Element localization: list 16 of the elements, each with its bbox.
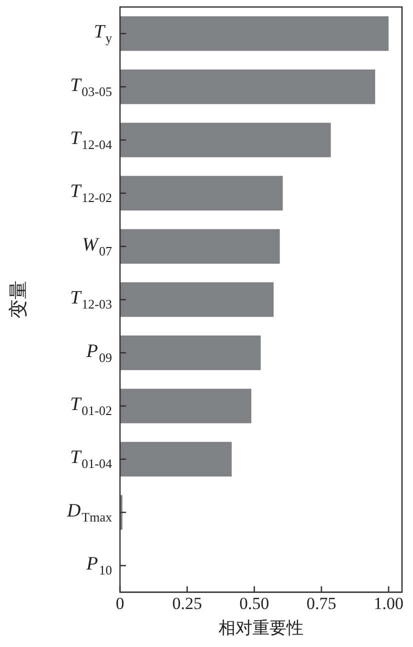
bar <box>120 442 232 476</box>
x-tick-label: 0.25 <box>172 594 202 613</box>
bar <box>120 229 280 264</box>
bar <box>120 176 283 210</box>
bar <box>120 388 252 424</box>
x-tick-label: 1.00 <box>374 594 404 613</box>
bar <box>120 70 376 104</box>
bar <box>120 282 274 317</box>
x-axis-title: 相对重要性 <box>218 618 304 638</box>
bar <box>120 122 331 158</box>
bar <box>120 336 261 370</box>
y-axis-title: 变量 <box>7 280 30 319</box>
x-tick-label: 0.50 <box>239 594 270 613</box>
x-tick-label: 0 <box>116 594 124 613</box>
x-tick-label: 0.75 <box>306 594 336 613</box>
bar <box>120 16 389 51</box>
